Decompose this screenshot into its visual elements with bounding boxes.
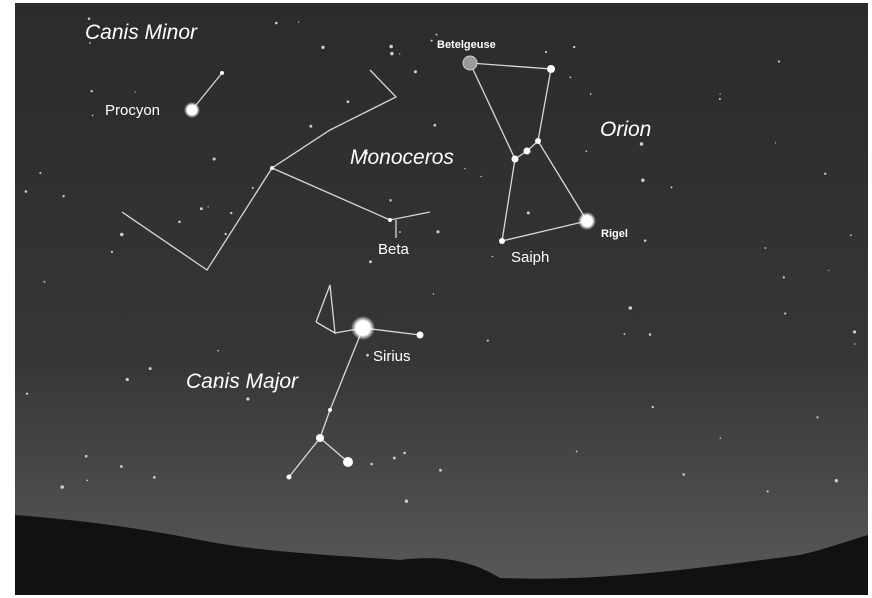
star-chart: Canis Minor Monoceros Orion Canis Major … (0, 0, 872, 598)
star (586, 150, 588, 152)
star (569, 76, 571, 78)
star (298, 21, 299, 22)
star (26, 393, 28, 395)
star (573, 46, 575, 48)
star (719, 98, 721, 100)
star (775, 142, 776, 143)
star (764, 247, 766, 249)
star (783, 276, 785, 278)
star (767, 490, 769, 492)
star (433, 124, 436, 127)
star (390, 52, 394, 56)
star (246, 397, 249, 400)
star (111, 251, 113, 253)
star (439, 469, 442, 472)
star (200, 207, 203, 210)
star (91, 90, 93, 92)
star (590, 93, 592, 95)
star-label: Saiph (511, 249, 549, 266)
star (370, 463, 373, 466)
star (224, 233, 226, 235)
sky (15, 3, 868, 595)
constellation-label: Orion (600, 118, 651, 141)
star (720, 93, 721, 94)
star (854, 343, 856, 345)
star (414, 70, 417, 73)
star (321, 46, 324, 49)
star (86, 479, 88, 481)
star (366, 354, 369, 357)
star (389, 199, 391, 201)
star (369, 260, 372, 263)
star (399, 53, 400, 54)
star (208, 206, 209, 207)
star (62, 195, 64, 197)
star (527, 211, 530, 214)
star (178, 221, 181, 224)
star (433, 293, 434, 294)
star (389, 45, 393, 49)
star-label: Procyon (105, 102, 160, 119)
star (252, 187, 254, 189)
star (545, 51, 547, 53)
constellation-label: Monoceros (350, 146, 454, 169)
star (25, 190, 28, 193)
star (778, 60, 780, 62)
star-label: Sirius (373, 348, 411, 365)
star (431, 40, 433, 42)
star (347, 100, 350, 103)
star (492, 256, 494, 258)
star (120, 233, 123, 236)
star (135, 91, 136, 92)
star (217, 350, 219, 352)
star (850, 234, 852, 236)
constellation-label: Canis Minor (85, 21, 198, 44)
star (824, 173, 826, 175)
star (126, 378, 129, 381)
star (39, 172, 41, 174)
star-label: Rigel (601, 228, 628, 240)
star (464, 168, 465, 169)
star (480, 176, 482, 178)
star (816, 416, 818, 418)
star (682, 473, 685, 476)
star (88, 17, 90, 19)
star (393, 457, 396, 460)
star (623, 333, 625, 335)
star (652, 406, 654, 408)
star (213, 157, 216, 160)
star (405, 500, 408, 503)
star (436, 230, 439, 233)
star (487, 340, 489, 342)
star (670, 186, 672, 188)
star (784, 313, 786, 315)
star (230, 212, 232, 214)
star (399, 231, 401, 233)
star (309, 125, 312, 128)
star (85, 455, 88, 458)
star (835, 479, 838, 482)
star (629, 306, 633, 310)
star (275, 22, 278, 25)
star (149, 367, 152, 370)
star-label: Beta (378, 241, 410, 258)
star (120, 465, 123, 468)
star (576, 451, 578, 453)
star (43, 281, 45, 283)
star (436, 34, 438, 36)
star (641, 179, 644, 182)
star (828, 270, 829, 271)
star (92, 115, 94, 117)
star (60, 485, 64, 489)
star (853, 330, 856, 333)
constellation-label: Canis Major (186, 370, 299, 393)
star (640, 142, 643, 145)
star-label: Betelgeuse (437, 39, 496, 51)
star (644, 239, 647, 242)
star (720, 437, 722, 439)
star (153, 476, 156, 479)
star (649, 333, 652, 336)
page: Canis Minor Monoceros Orion Canis Major … (0, 0, 872, 598)
star (403, 452, 406, 455)
